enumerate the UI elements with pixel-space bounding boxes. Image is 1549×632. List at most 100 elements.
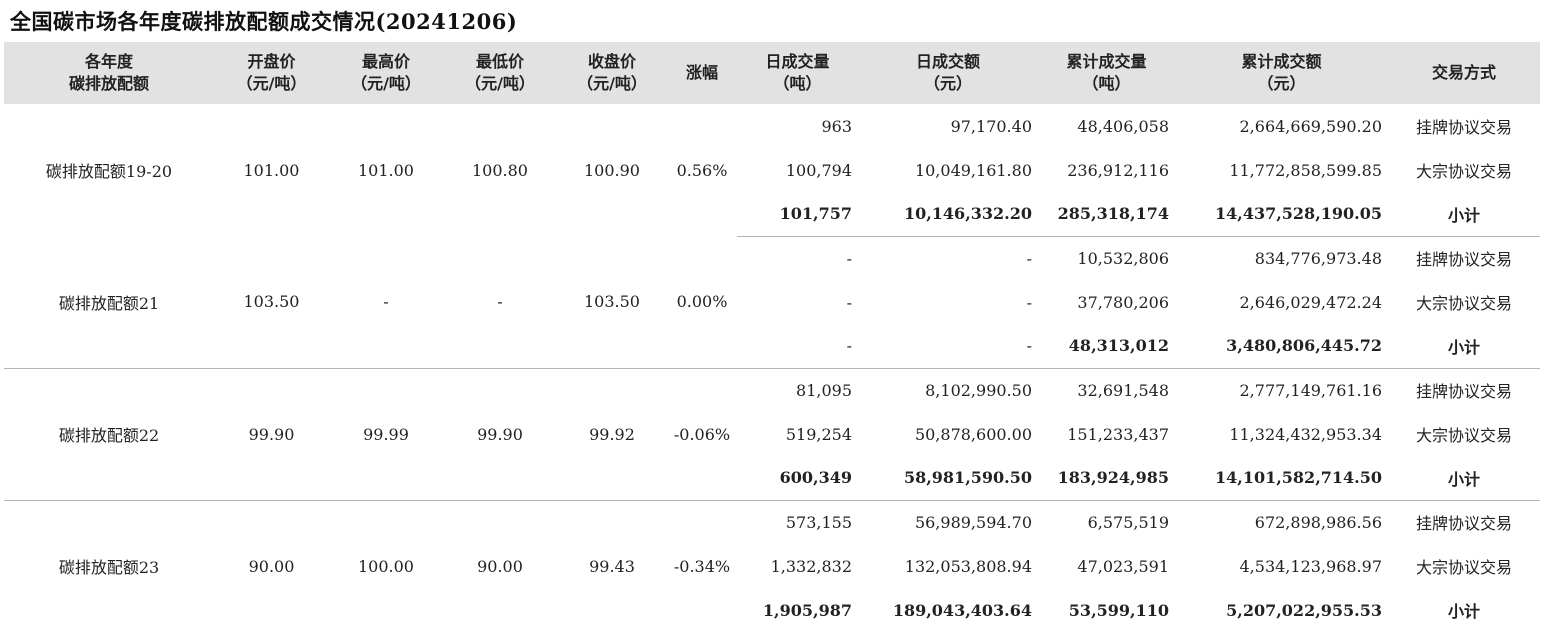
change-cell: -0.06% (667, 368, 737, 501)
table-row: - - 37,780,206 2,646,029,472.24 大宗协议交易 (4, 280, 1540, 324)
quota-year-cell: 碳排放配额21 (4, 236, 214, 369)
close-price-cell: 99.92 (557, 368, 667, 501)
change-cell: 0.56% (676, 160, 728, 180)
daily-volume-cell: - (846, 292, 852, 312)
daily-amount-cell: 97,170.40 (950, 116, 1032, 136)
daily-amount-cell: 10,146,332.20 (858, 192, 1038, 237)
trade-mode-cell: 小计 (1388, 192, 1540, 237)
col-header-high-price: 最高价 （元/吨） (351, 52, 421, 93)
daily-amount-cell: - (1026, 248, 1032, 268)
table-header-row: 各年度 碳排放配额 开盘价 （元/吨） 最高价 （元/吨） 最低价 （元/吨） 收盘价（… (4, 42, 1540, 104)
trade-mode-cell: 挂牌协议交易 (1415, 118, 1512, 137)
table-row: 碳排放配额22 99.90 99.99 99.90 99.92 -0.06% 8… (4, 368, 1540, 501)
table-row: 碳排放配额23 90.00 100.00 90.00 99.43 -0.34% … (4, 500, 1540, 578)
trade-mode-cell: 挂牌协议交易 (1415, 250, 1512, 270)
cumulative-volume-cell: 183,924,985 (1038, 456, 1175, 501)
cumulative-volume-cell: 236,912,116 (1067, 160, 1169, 180)
low-price-cell: 99.90 (443, 368, 557, 501)
trade-mode-cell: 大宗协议交易 (1415, 294, 1512, 313)
col-header-change: 涨幅 (685, 63, 718, 82)
open-price-cell: 103.50 (214, 236, 329, 369)
cumulative-volume-cell: 285,318,174 (1038, 192, 1175, 237)
trade-mode-cell: 大宗协议交易 (1415, 558, 1512, 577)
cumulative-amount-cell: 11,324,432,953.34 (1229, 424, 1382, 444)
cumulative-amount-cell: 672,898,986.56 (1254, 512, 1382, 532)
daily-amount-cell: 10,049,161.80 (914, 160, 1032, 180)
col-header-daily-amount: 日成交额 （元） (915, 52, 980, 93)
cumulative-volume-cell: 47,023,591 (1077, 556, 1169, 576)
col-header-daily-volume: 日成交量 （吨） (765, 52, 830, 93)
daily-amount-cell: 132,053,808.94 (904, 556, 1032, 576)
col-header-trade-mode: 交易方式 (1431, 63, 1496, 82)
close-price-cell: 100.90 (584, 160, 640, 180)
change-cell: 0.00% (667, 236, 737, 369)
daily-volume-cell: 600,349 (737, 456, 858, 501)
daily-volume-cell: 100,794 (785, 160, 852, 180)
page-title: 全国碳市场各年度碳排放配额成交情况(20241206) (10, 9, 518, 34)
cumulative-volume-cell: 10,532,806 (1077, 248, 1169, 268)
high-price-cell: 101.00 (358, 160, 414, 180)
open-price-cell: 99.90 (214, 368, 329, 501)
daily-volume-cell: 1,905,987 (762, 600, 852, 620)
cumulative-volume-cell: 53,599,110 (1068, 600, 1169, 620)
cumulative-amount-cell: 2,664,669,590.20 (1239, 116, 1383, 136)
daily-volume-cell: - (737, 324, 858, 369)
col-header-cumulative-amount: 累计成交额 （元） (1241, 52, 1322, 93)
cumulative-volume-cell: 48,313,012 (1038, 324, 1175, 369)
daily-amount-cell: - (1026, 292, 1032, 312)
cumulative-amount-cell: 4,534,123,968.97 (1239, 556, 1383, 576)
quota-year-cell: 碳排放配额22 (4, 368, 214, 501)
daily-amount-cell: 50,878,600.00 (914, 424, 1032, 444)
close-price-cell: 103.50 (557, 236, 667, 369)
trade-mode-cell: 大宗协议交易 (1415, 426, 1512, 445)
cumulative-volume-cell: 151,233,437 (1067, 424, 1169, 444)
table-row: 1,332,832 132,053,808.94 47,023,591 4,53… (4, 544, 1540, 588)
trade-mode-cell: 小计 (1388, 456, 1540, 501)
open-price-cell: 101.00 (243, 160, 300, 180)
daily-volume-cell: 519,254 (785, 424, 852, 444)
daily-amount-cell: - (858, 324, 1038, 369)
daily-volume-cell: 1,332,832 (770, 556, 852, 576)
col-header-open-price: 开盘价 （元/吨） (236, 52, 307, 93)
daily-volume-cell: 573,155 (785, 512, 852, 532)
col-header-close-price: 收盘价 （元/吨） (577, 52, 647, 93)
cumulative-amount-cell: 11,772,858,599.85 (1229, 160, 1382, 180)
trade-mode-cell: 小计 (1447, 602, 1480, 621)
open-price-cell: 90.00 (248, 556, 295, 576)
cumulative-amount-cell: 2,646,029,472.24 (1239, 292, 1383, 312)
col-header-quota-year: 各年度 碳排放配额 (68, 52, 149, 93)
cumulative-amount-cell: 5,207,022,955.53 (1226, 600, 1382, 620)
table-row: 碳排放配额21 103.50 - - 103.50 0.00% - - 10,5… (4, 236, 1540, 369)
daily-amount-cell: 58,981,590.50 (858, 456, 1038, 501)
close-price-cell: 99.43 (589, 556, 635, 576)
low-price-cell: - (443, 236, 557, 369)
col-header-low-price: 最低价 （元/吨） (465, 52, 535, 93)
quota-year-cell: 碳排放配额23 (58, 558, 160, 578)
col-header-cumulative-volume: 累计成交量 （吨） (1066, 52, 1147, 93)
daily-volume-cell: - (846, 248, 852, 268)
daily-amount-cell: 189,043,403.64 (892, 600, 1032, 620)
daily-volume-cell: 81,095 (796, 380, 852, 400)
trade-mode-cell: 小计 (1388, 324, 1540, 369)
trade-mode-cell: 大宗协议交易 (1415, 162, 1512, 181)
trade-mode-cell: 挂牌协议交易 (1415, 382, 1512, 402)
table-row: 100,794 10,049,161.80 236,912,116 11,772… (4, 148, 1540, 192)
subtotal-row: - - 48,313,012 3,480,806,445.72 小计 (4, 324, 1540, 369)
subtotal-row: 600,349 58,981,590.50 183,924,985 14,101… (4, 456, 1540, 501)
cumulative-amount-cell: 834,776,973.48 (1254, 248, 1382, 268)
subtotal-row: 1,905,987 189,043,403.64 53,599,110 5,20… (4, 588, 1540, 632)
high-price-cell: 100.00 (358, 556, 414, 576)
subtotal-row: 101,757 10,146,332.20 285,318,174 14,437… (4, 192, 1540, 237)
cumulative-amount-cell: 14,437,528,190.05 (1175, 192, 1388, 237)
low-price-cell: 100.80 (472, 160, 528, 180)
high-price-cell: 99.99 (329, 368, 443, 501)
daily-amount-cell: 8,102,990.50 (925, 380, 1032, 400)
change-cell: -0.34% (673, 556, 731, 576)
cumulative-amount-cell: 2,777,149,761.16 (1239, 380, 1383, 400)
daily-amount-cell: 56,989,594.70 (914, 512, 1032, 532)
daily-volume-cell: 101,757 (737, 192, 858, 237)
carbon-quota-table: 各年度 碳排放配额 开盘价 （元/吨） 最高价 （元/吨） 最低价 （元/吨） 收盘价（… (4, 42, 1540, 632)
cumulative-amount-cell: 3,480,806,445.72 (1175, 324, 1388, 369)
trade-mode-cell: 挂牌协议交易 (1415, 514, 1512, 534)
table-row: 碳排放配额19-20 101.00 101.00 100.80 100.90 0… (4, 104, 1540, 182)
